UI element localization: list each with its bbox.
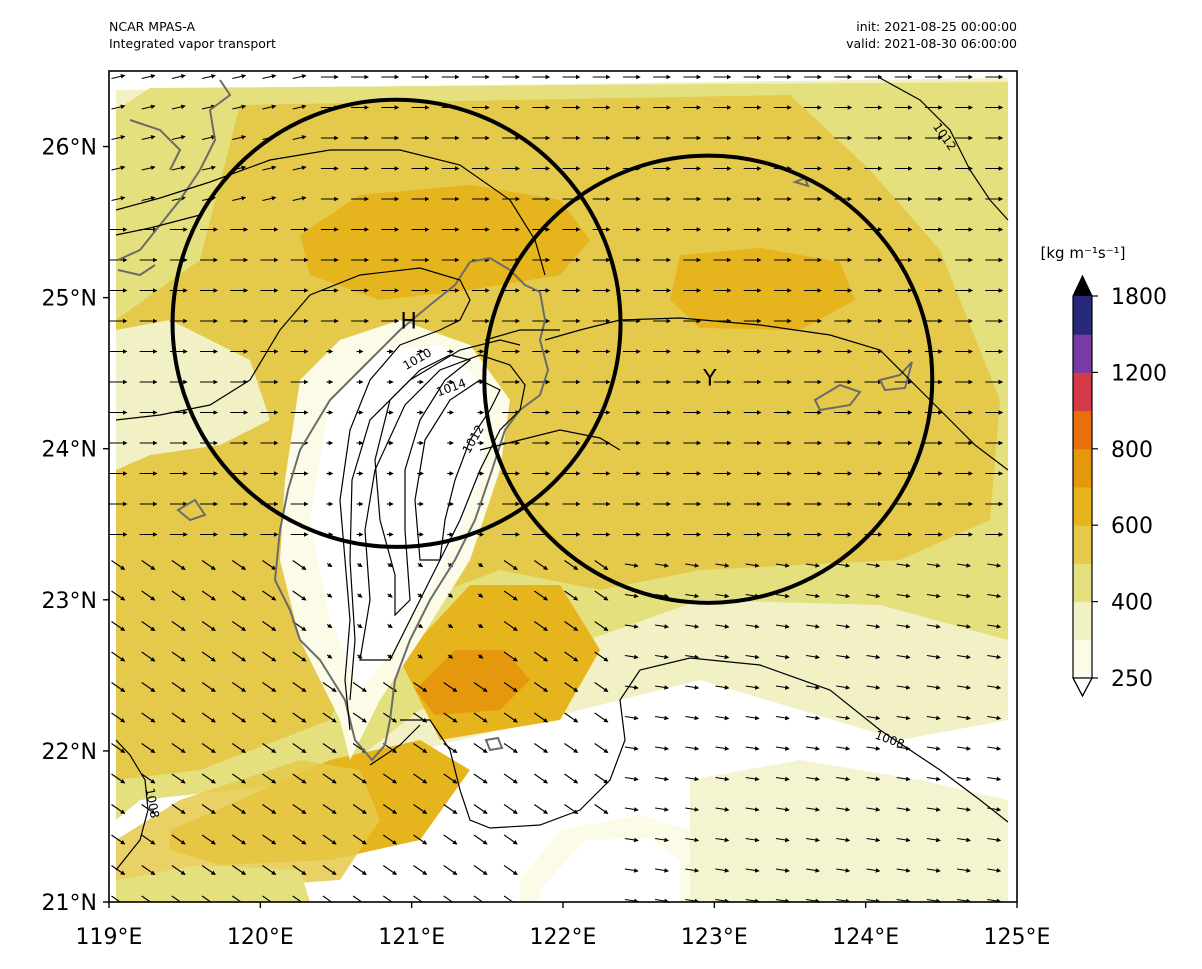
colorbar-extend-min bbox=[1072, 677, 1093, 698]
x-tick-label: 121°E bbox=[378, 925, 445, 950]
colorbar-segment bbox=[1073, 372, 1092, 412]
colorbar-segment bbox=[1073, 334, 1092, 373]
y-tick-label: 23°N bbox=[42, 589, 97, 614]
x-tick-label: 124°E bbox=[832, 925, 899, 950]
y-tick-label: 22°N bbox=[42, 740, 97, 765]
valid-time: valid: 2021-08-30 06:00:00 bbox=[846, 36, 1017, 51]
colorbar-tick-label: 600 bbox=[1111, 514, 1153, 539]
ivt-filled-contours bbox=[116, 78, 1008, 902]
y-tick-label: 24°N bbox=[42, 438, 97, 463]
region-circles bbox=[170, 97, 935, 605]
model-name: NCAR MPAS-A bbox=[109, 19, 196, 34]
y-tick-label: 26°N bbox=[42, 136, 97, 161]
colorbar-tick-label: 1800 bbox=[1111, 285, 1167, 310]
x-tick-label: 119°E bbox=[76, 925, 143, 950]
colorbar: [kg m⁻¹s⁻¹] 250 400 600 800 1200 1800 bbox=[1041, 244, 1167, 698]
colorbar-tick-label: 250 bbox=[1111, 667, 1153, 692]
y-tick-label: 21°N bbox=[42, 891, 97, 916]
field-name: Integrated vapor transport bbox=[109, 36, 276, 51]
colorbar-unit-label: [kg m⁻¹s⁻¹] bbox=[1041, 244, 1126, 262]
x-tick-label: 122°E bbox=[530, 925, 597, 950]
marker-y: Y bbox=[702, 367, 717, 392]
colorbar-segment bbox=[1073, 487, 1092, 526]
colorbar-tick-label: 1200 bbox=[1111, 361, 1167, 386]
colorbar-tick-label: 800 bbox=[1111, 438, 1153, 463]
x-tick-label: 123°E bbox=[681, 925, 748, 950]
marker-h: H bbox=[400, 309, 417, 334]
colorbar-tick-label: 400 bbox=[1111, 591, 1153, 616]
colorbar-extend-max bbox=[1073, 276, 1092, 296]
x-tick-label: 120°E bbox=[227, 925, 294, 950]
colorbar-segment bbox=[1073, 563, 1092, 603]
colorbar-segment bbox=[1073, 296, 1092, 335]
y-axis: 21°N 22°N 23°N 24°N 25°N 26°N bbox=[42, 136, 109, 916]
isobar-label: 1008 bbox=[143, 787, 162, 820]
coastlines bbox=[117, 79, 913, 762]
header-left: NCAR MPAS-A Integrated vapor transport bbox=[109, 18, 276, 52]
colorbar-segment bbox=[1073, 448, 1092, 488]
init-time: init: 2021-08-25 00:00:00 bbox=[856, 19, 1017, 34]
header-right: init: 2021-08-25 00:00:00 valid: 2021-08… bbox=[700, 18, 1017, 52]
colorbar-segment bbox=[1073, 639, 1092, 679]
x-tick-label: 125°E bbox=[984, 925, 1051, 950]
colorbar-segment bbox=[1073, 410, 1092, 450]
region-circle bbox=[170, 97, 623, 549]
region-circle bbox=[482, 153, 935, 605]
y-tick-label: 25°N bbox=[42, 287, 97, 312]
colorbar-segment bbox=[1073, 525, 1092, 564]
colorbar-segment bbox=[1073, 601, 1092, 641]
x-axis: 119°E 120°E 121°E 122°E 123°E 124°E 125°E bbox=[76, 902, 1051, 950]
